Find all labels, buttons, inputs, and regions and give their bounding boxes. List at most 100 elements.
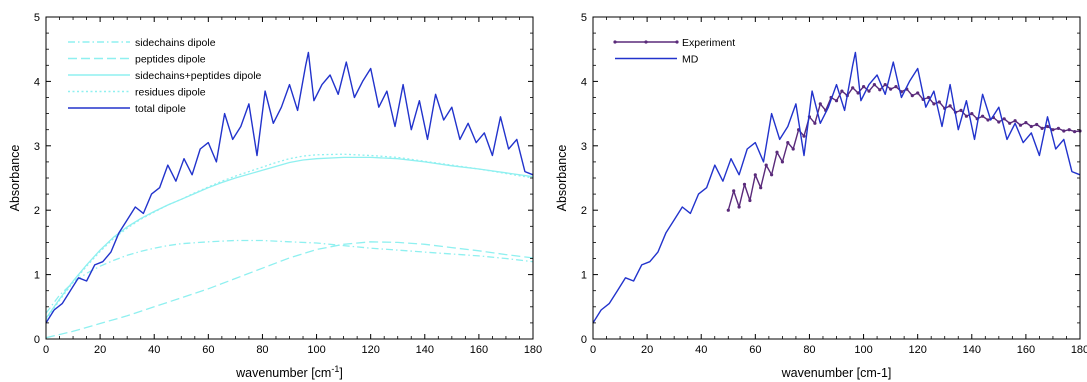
data-point xyxy=(1056,126,1060,130)
series-line-sidechains-dipole xyxy=(46,239,533,314)
data-point xyxy=(1051,128,1055,132)
plot-frame xyxy=(45,16,534,340)
x-tick-label: 80 xyxy=(803,344,815,356)
data-point xyxy=(867,89,871,93)
series-line-total-dipole xyxy=(46,51,533,324)
series-line-sidechains-peptides-dipole xyxy=(46,156,533,319)
y-axis-label: Absorbance xyxy=(8,145,22,212)
data-point xyxy=(878,88,882,92)
legend-label: Experiment xyxy=(682,37,735,49)
data-point xyxy=(726,208,730,212)
x-tick-label: 40 xyxy=(148,344,160,356)
data-point xyxy=(764,163,768,167)
data-point xyxy=(737,205,741,209)
data-point xyxy=(770,173,774,177)
y-tick-label: 3 xyxy=(581,141,587,153)
y-tick-label: 1 xyxy=(34,270,40,282)
legend-label: peptides dipole xyxy=(135,54,206,66)
y-tick-label: 2 xyxy=(34,205,40,217)
data-point xyxy=(916,91,920,95)
data-point xyxy=(1067,128,1071,132)
data-point xyxy=(1029,124,1033,129)
x-tick-label: 160 xyxy=(1017,344,1035,356)
data-point xyxy=(981,114,985,118)
plot-frame xyxy=(592,16,1081,340)
data-point xyxy=(932,102,936,106)
legend: sidechains dipole peptides dipole sidechai… xyxy=(68,37,262,115)
legend-label: MD xyxy=(682,54,699,66)
series-line-experiment xyxy=(727,83,1080,211)
data-point xyxy=(732,189,736,193)
data-point xyxy=(1024,121,1028,125)
data-point xyxy=(748,198,752,203)
chart-panel-1: 0 20 40 60 80 100 120 140 160 180 0 1 2 3 4 5 wavenumber… xyxy=(8,12,542,380)
data-point xyxy=(834,99,839,103)
data-point xyxy=(780,160,785,164)
chart-panel-2: 0 20 40 60 80 100 120 140 160 180 0 1 2 3 4 5 wavenumber… xyxy=(555,12,1087,380)
data-point xyxy=(840,89,844,93)
x-tick-label: 60 xyxy=(202,344,214,356)
x-tick-label: 20 xyxy=(94,344,106,356)
data-point xyxy=(959,108,963,112)
x-tick-label: 140 xyxy=(416,344,434,356)
x-tick-label: 160 xyxy=(470,344,488,356)
data-point xyxy=(862,85,866,89)
legend: Experiment MD xyxy=(613,37,735,66)
y-tick-label: 0 xyxy=(34,334,40,346)
legend-label: total dipole xyxy=(135,103,186,115)
data-point xyxy=(883,83,887,87)
data-point xyxy=(889,87,893,91)
series-line-residues-dipole xyxy=(46,153,533,321)
data-point xyxy=(948,104,952,108)
data-point xyxy=(872,83,877,87)
data-point xyxy=(742,182,747,186)
data-point xyxy=(894,85,898,89)
x-tick-label: 120 xyxy=(908,344,926,356)
y-tick-label: 0 xyxy=(581,334,587,346)
x-tick-label: 180 xyxy=(524,344,542,356)
data-point xyxy=(759,186,763,190)
data-point xyxy=(1008,121,1012,125)
data-point xyxy=(1035,122,1039,127)
data-point xyxy=(802,134,806,138)
data-point xyxy=(986,118,990,122)
data-point xyxy=(1045,124,1050,129)
x-tick-label: 20 xyxy=(641,344,653,356)
legend-marker xyxy=(675,40,679,44)
data-point xyxy=(856,91,860,95)
legend-marker xyxy=(613,40,617,44)
data-point xyxy=(813,121,817,125)
legend-label: residues dipole xyxy=(135,87,206,99)
y-tick-label: 4 xyxy=(34,76,40,88)
x-tick-label: 0 xyxy=(590,344,596,356)
x-axis-label: wavenumber [cm-1] xyxy=(781,366,892,380)
data-point xyxy=(1062,129,1066,133)
data-point xyxy=(1073,130,1077,134)
data-point xyxy=(970,112,974,116)
y-tick-label: 5 xyxy=(581,12,587,24)
x-tick-label: 0 xyxy=(43,344,49,356)
y-tick-label: 3 xyxy=(34,141,40,153)
data-point xyxy=(964,114,969,118)
x-tick-label: 60 xyxy=(749,344,761,356)
series-line-peptides-dipole xyxy=(46,241,533,339)
data-point xyxy=(851,86,855,90)
y-tick-label: 2 xyxy=(581,205,587,217)
y-tick-label: 4 xyxy=(581,76,587,88)
data-point xyxy=(753,173,757,177)
data-point xyxy=(1018,123,1023,127)
x-axis-label: wavenumber [cm-1] xyxy=(235,364,343,380)
data-point xyxy=(910,94,914,98)
data-point xyxy=(791,147,795,151)
data-point xyxy=(786,141,790,145)
data-point xyxy=(937,100,941,104)
y-axis-label: Absorbance xyxy=(555,145,569,212)
legend-label: sidechains+peptides dipole xyxy=(135,70,262,82)
data-point xyxy=(1040,126,1044,130)
data-point xyxy=(1002,117,1006,121)
series-line-md xyxy=(593,51,1080,324)
y-tick-label: 1 xyxy=(581,270,587,282)
x-tick-label: 80 xyxy=(256,344,268,356)
data-point xyxy=(818,102,822,106)
